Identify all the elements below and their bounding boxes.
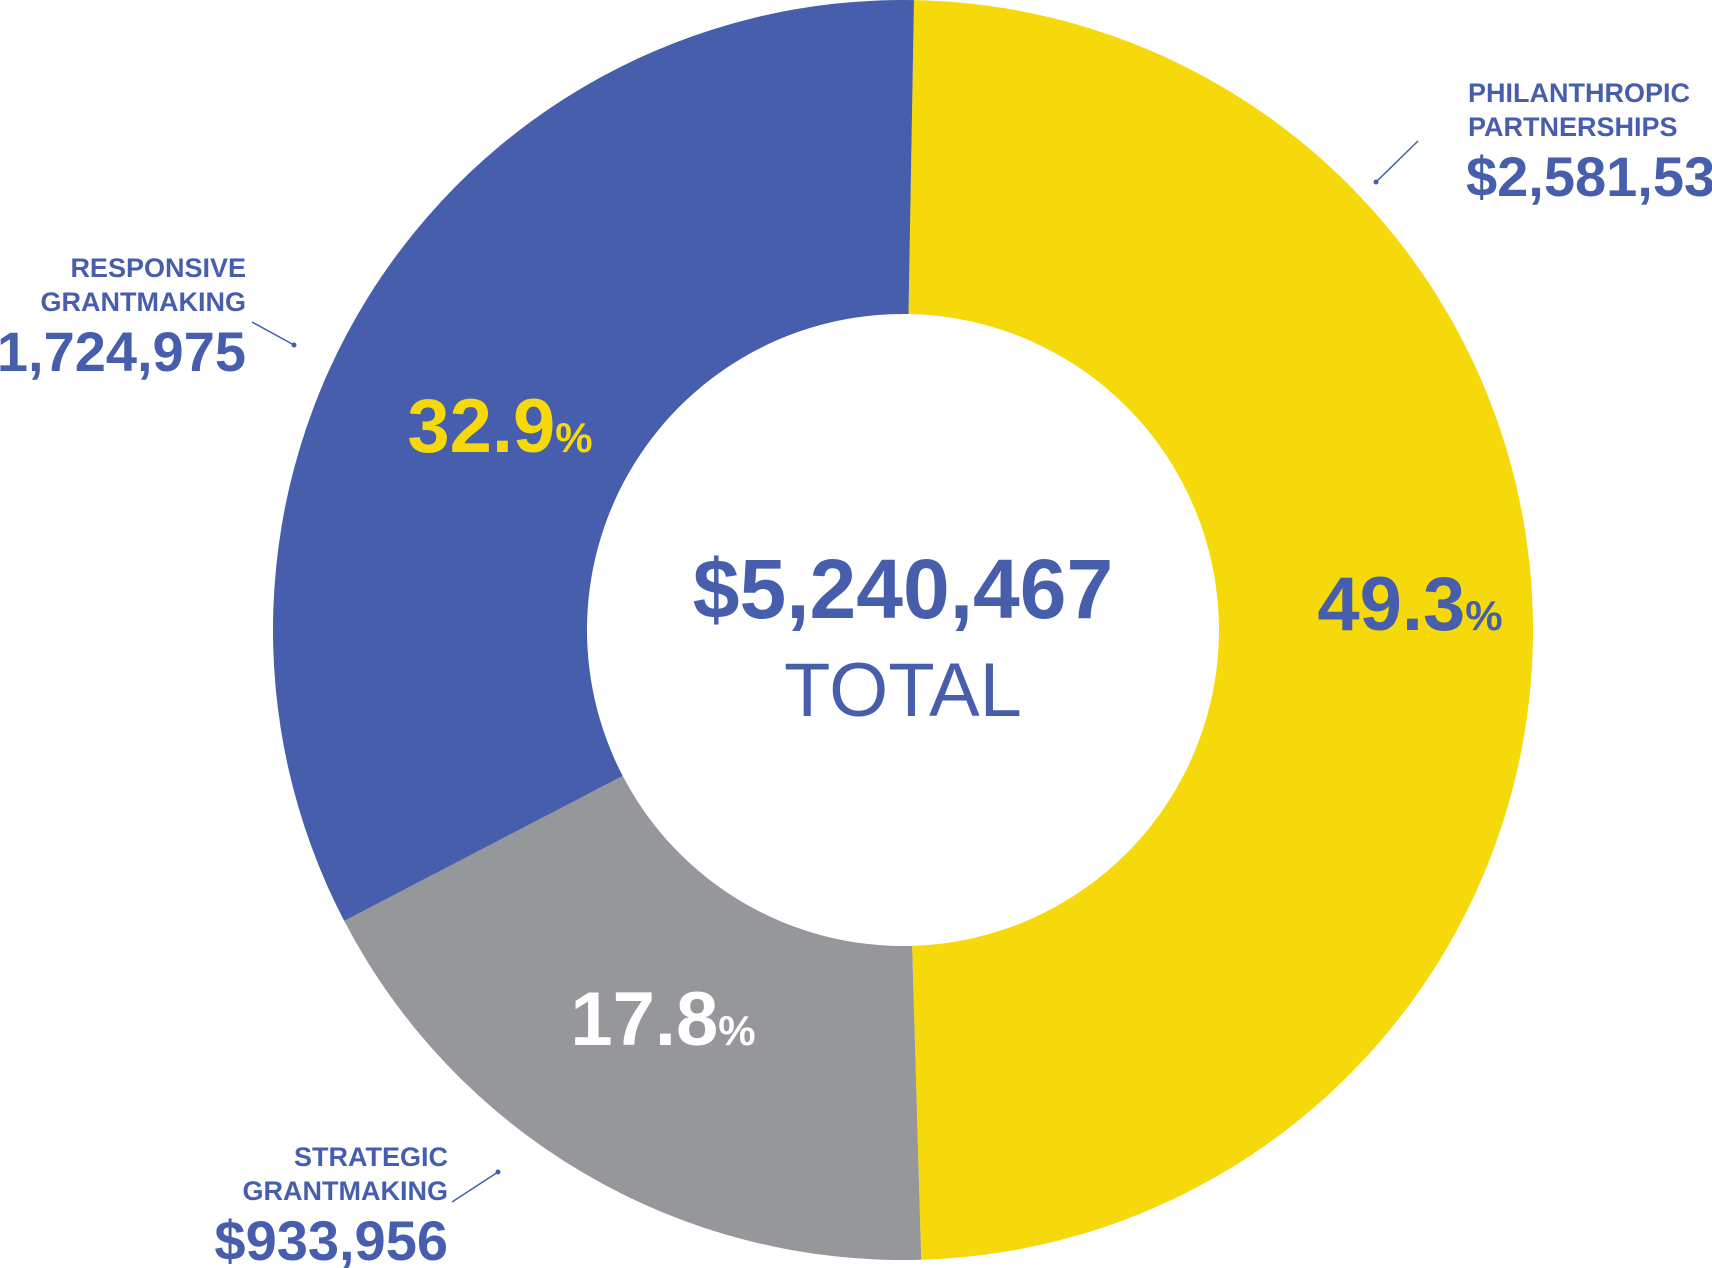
- callout-name-line-2: GRANTMAKING: [243, 1176, 448, 1206]
- slice-percent-strategic-grantmaking: 17.8%: [570, 977, 755, 1062]
- donut-slice-strategic-grantmaking: [344, 775, 922, 1260]
- callout-name-line-1: RESPONSIVE: [70, 253, 246, 283]
- donut-slices: [273, 0, 1533, 1260]
- callout-name-line-1: STRATEGIC: [294, 1142, 448, 1172]
- callout-name-line-2: GRANTMAKING: [41, 287, 246, 317]
- callout-amount: $1,724,975: [0, 320, 246, 383]
- leader-dot-philanthropic-partnerships: [1373, 179, 1379, 185]
- slice-percent-philanthropic-partnerships: 49.3%: [1317, 562, 1502, 647]
- callout-name-line-1: PHILANTHROPIC: [1468, 78, 1690, 108]
- slice-percent-responsive-grantmaking: 32.9%: [407, 384, 592, 469]
- callout-name-line-2: PARTNERSHIPS: [1468, 112, 1678, 142]
- donut-slice-responsive-grantmaking: [273, 0, 914, 921]
- leader-line-responsive-grantmaking: [251, 321, 295, 346]
- center-total-amount: $5,240,467: [693, 542, 1113, 636]
- callout-amount: $2,581,536: [1466, 145, 1712, 208]
- callout-strategic-grantmaking: STRATEGIC GRANTMAKING $933,956: [214, 1142, 448, 1268]
- callout-philanthropic-partnerships: PHILANTHROPIC PARTNERSHIPS $2,581,536: [1466, 78, 1712, 208]
- leader-line-philanthropic-partnerships: [1375, 140, 1419, 183]
- donut-slice-philanthropic-partnerships: [908, 0, 1533, 1260]
- callout-amount: $933,956: [214, 1209, 448, 1268]
- callout-leader-lines: [251, 140, 1419, 1203]
- center-total-label: TOTAL: [784, 648, 1022, 733]
- leader-line-strategic-grantmaking: [451, 1171, 499, 1203]
- callout-responsive-grantmaking: RESPONSIVE GRANTMAKING $1,724,975: [0, 253, 246, 383]
- leader-dot-strategic-grantmaking: [495, 1169, 501, 1175]
- leader-dot-responsive-grantmaking: [291, 342, 297, 348]
